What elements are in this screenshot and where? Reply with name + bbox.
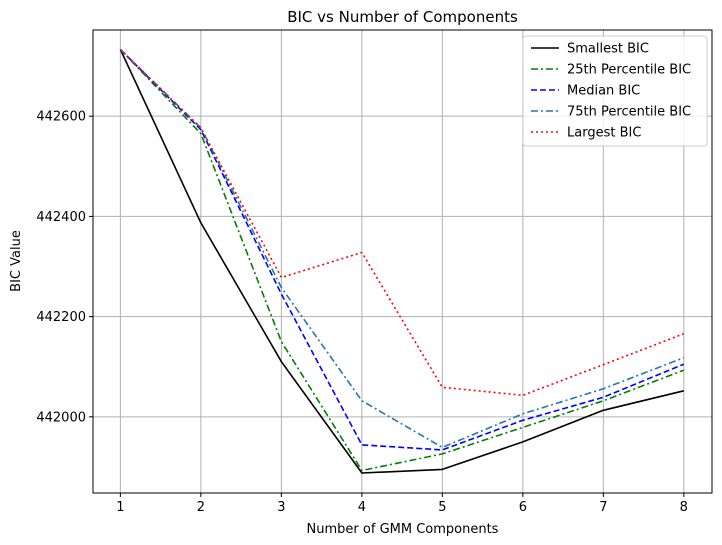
y-tick-label: 442000 <box>36 410 86 425</box>
series-line-75th-percentile-bic <box>119 48 685 449</box>
x-tick-label: 3 <box>277 500 285 515</box>
x-tick-label: 4 <box>358 500 366 515</box>
series-lines <box>119 48 685 474</box>
legend-label: 25th Percentile BIC <box>567 63 691 78</box>
chart-title: BIC vs Number of Components <box>287 8 518 26</box>
legend-label: Median BIC <box>567 84 640 99</box>
y-axis-title: BIC Value <box>9 230 24 292</box>
x-tick-label: 8 <box>680 500 688 515</box>
x-tick-label: 7 <box>599 500 607 515</box>
legend-box <box>522 35 708 147</box>
plot-frame <box>92 29 713 494</box>
series-line-smallest-bic <box>119 49 684 474</box>
series-line-median-bic <box>119 48 685 451</box>
x-axis-title: Number of GMM Components <box>307 522 499 537</box>
y-tick-label: 442600 <box>36 110 86 125</box>
legend-label: Largest BIC <box>567 126 641 141</box>
legend: Smallest BIC 25th Percentile BIC Median BI… <box>522 35 708 147</box>
series-line-largest-bic <box>119 48 685 397</box>
y-tick-label: 442200 <box>36 310 86 325</box>
legend-label: Smallest BIC <box>567 42 649 57</box>
x-tick-label: 2 <box>197 500 205 515</box>
x-tick-label: 1 <box>116 500 124 515</box>
legend-items: Smallest BIC 25th Percentile BIC Median BI… <box>531 42 691 141</box>
y-tick-label: 442400 <box>36 210 86 225</box>
series-line-25th-percentile-bic <box>119 48 685 472</box>
axis-ticks: 1 2 3 4 5 6 7 8 442000 442200 442400 442600 <box>36 110 688 515</box>
x-tick-label: 5 <box>438 500 446 515</box>
x-tick-label: 6 <box>519 500 527 515</box>
legend-label: 75th Percentile BIC <box>567 105 691 120</box>
